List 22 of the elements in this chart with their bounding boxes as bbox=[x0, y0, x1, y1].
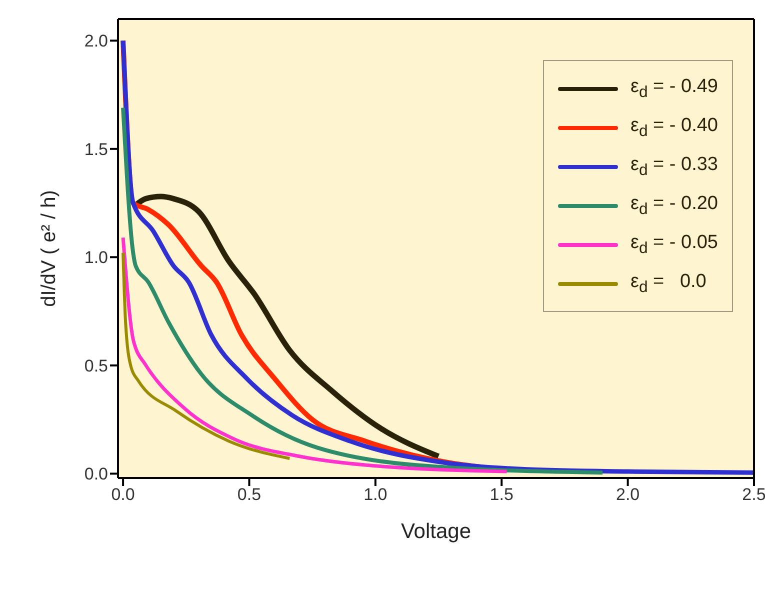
y-tick-label: 0.5 bbox=[84, 356, 108, 376]
legend-label: ε$_{d}$ = - 0.33 bbox=[630, 154, 718, 180]
legend-label: ε$_{d}$ = - 0.49 bbox=[630, 76, 718, 102]
x-tick-label: 2.5 bbox=[742, 485, 765, 504]
x-tick-label: 1.5 bbox=[490, 485, 514, 504]
legend-label: ε$_{d}$ = - 0.20 bbox=[630, 192, 718, 218]
legend-label: ε$_{d}$ = - 0.40 bbox=[630, 114, 718, 140]
y-tick-label: 1.0 bbox=[84, 248, 108, 268]
x-tick-label: 0.0 bbox=[111, 485, 135, 504]
y-axis-title: dI/dV ( e² / h) bbox=[38, 190, 60, 307]
x-axis-title: Voltage bbox=[400, 520, 472, 543]
legend-label: ε$_{d}$ = 0.0 bbox=[630, 270, 706, 296]
y-tick-label: 1.5 bbox=[84, 140, 108, 159]
line-series bbox=[122, 251, 292, 460]
x-tick-label: 2.0 bbox=[616, 485, 640, 504]
line-series bbox=[121, 236, 508, 474]
x-tick-label: 0.5 bbox=[237, 485, 262, 504]
x-tick-label: 1.0 bbox=[364, 485, 388, 504]
legend-label: ε$_{d}$ = - 0.05 bbox=[630, 232, 718, 258]
y-tick-label: 2.0 bbox=[84, 32, 108, 51]
line-series bbox=[121, 106, 605, 475]
y-tick-label: 0.0 bbox=[84, 464, 108, 484]
